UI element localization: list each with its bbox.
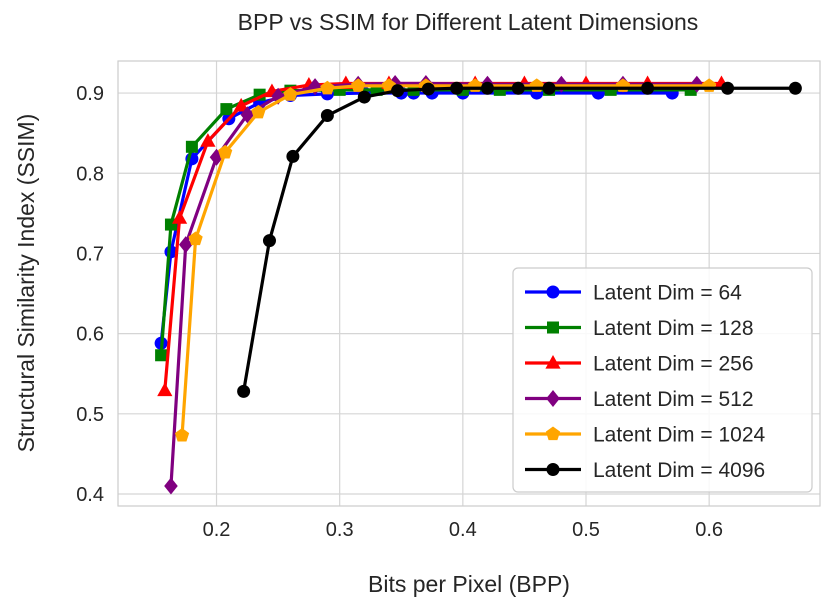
y-axis-label: Structural Similarity Index (SSIM)	[13, 114, 39, 453]
data-point	[511, 81, 525, 95]
data-point	[164, 477, 178, 495]
series-layer	[154, 74, 802, 495]
data-point	[641, 81, 655, 95]
data-point	[262, 234, 276, 248]
data-point	[357, 90, 371, 104]
data-point	[450, 81, 464, 95]
data-point	[178, 236, 193, 254]
data-point	[271, 87, 285, 105]
x-axis-label: Bits per Pixel (BPP)	[368, 571, 570, 597]
data-point	[174, 427, 190, 442]
data-point	[233, 97, 249, 112]
x-tick-label: 0.2	[203, 519, 231, 541]
data-point	[218, 144, 233, 159]
data-point	[421, 82, 435, 96]
legend-label: Latent Dim = 512	[593, 388, 754, 411]
series-6	[237, 81, 802, 398]
data-point	[286, 149, 300, 163]
data-point	[542, 81, 556, 95]
data-point	[185, 140, 198, 153]
series-line	[242, 86, 796, 392]
legend-label: Latent Dim = 1024	[593, 424, 766, 447]
legend: Latent Dim = 64 Latent Dim = 128 Latent Di…	[512, 267, 813, 493]
legend-marker	[547, 321, 559, 334]
y-tick-label: 0.5	[76, 404, 104, 426]
legend-label: Latent Dim = 256	[593, 353, 754, 376]
x-tick-label: 0.6	[695, 519, 723, 541]
legend-marker	[545, 355, 561, 369]
data-point	[237, 384, 251, 398]
data-point	[721, 81, 735, 95]
data-point	[188, 231, 203, 246]
y-tick-label: 0.4	[76, 484, 104, 506]
legend-marker	[546, 463, 560, 476]
x-axis-ticks: 0.2 0.3 0.4 0.5 0.6	[203, 519, 723, 541]
chart-title: BPP vs SSIM for Different Latent Dimensi…	[238, 9, 699, 35]
y-tick-label: 0.9	[76, 83, 104, 105]
data-point	[283, 87, 298, 101]
data-point	[351, 78, 366, 92]
data-point	[391, 84, 405, 98]
y-tick-label: 0.7	[76, 243, 104, 265]
data-point	[320, 80, 335, 95]
y-axis-ticks: 0.4 0.5 0.6 0.7 0.8 0.9	[76, 83, 104, 506]
data-point	[220, 103, 233, 116]
legend-label: Latent Dim = 64	[593, 282, 742, 305]
x-tick-label: 0.4	[449, 519, 477, 541]
data-point	[155, 349, 168, 362]
y-tick-label: 0.6	[76, 324, 104, 346]
legend-frame	[512, 267, 813, 493]
x-tick-label: 0.5	[572, 519, 600, 541]
legend-label: Latent Dim = 4096	[593, 459, 765, 482]
data-point	[157, 382, 173, 397]
data-point	[320, 109, 334, 123]
data-point	[554, 75, 569, 93]
legend-marker	[546, 285, 560, 299]
legend-marker	[546, 390, 560, 407]
data-point	[480, 81, 494, 95]
legend-marker	[545, 426, 561, 441]
data-point	[240, 106, 255, 124]
data-point	[171, 210, 188, 224]
data-point	[251, 104, 266, 119]
plot-frame	[117, 60, 821, 507]
legend-label: Latent Dim = 128	[593, 317, 754, 340]
x-tick-label: 0.3	[326, 519, 354, 541]
y-tick-label: 0.8	[76, 163, 104, 185]
data-point	[788, 81, 802, 95]
data-point	[200, 133, 216, 147]
